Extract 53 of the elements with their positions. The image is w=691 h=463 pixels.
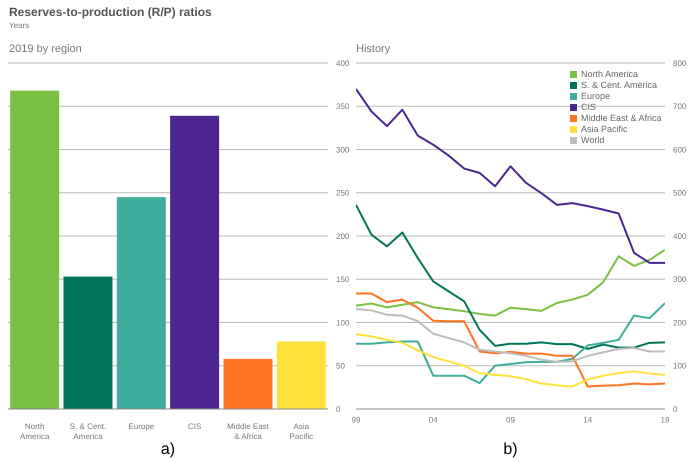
- x-tick-label: S. & Cent. America: [70, 422, 106, 441]
- y-tick-label: 400: [336, 58, 350, 68]
- line-series: [356, 248, 665, 317]
- x-tick-label: Europe: [128, 422, 155, 431]
- y-tick-label: 600: [673, 145, 687, 154]
- line-series: [356, 88, 665, 264]
- x-axis-title: b): [502, 440, 519, 460]
- x-axis-title: a): [160, 441, 176, 458]
- y-tick-label: 350: [336, 102, 350, 112]
- line-series: [356, 204, 665, 350]
- y-tick-label: 400: [673, 232, 687, 241]
- y-tick-label: 250: [336, 188, 350, 198]
- legend-label: S. & Cent. America: [581, 80, 658, 90]
- y-tick-label: 200: [673, 318, 687, 328]
- y-tick-label: 700: [673, 102, 687, 112]
- line-series: [356, 333, 665, 388]
- x-tick-label: North America: [20, 422, 50, 441]
- y-tick-label: 500: [673, 188, 687, 198]
- bar: [170, 116, 220, 409]
- legend-label: Europe: [581, 91, 610, 101]
- y-tick-label: 200: [336, 232, 350, 241]
- bar: [276, 342, 326, 409]
- legend-label: Middle East & Africa: [581, 113, 662, 123]
- text: Years: [9, 21, 30, 30]
- x-tick-label: Asia Pacific: [290, 422, 314, 441]
- bar: [116, 197, 166, 409]
- legend-label: World: [581, 135, 604, 145]
- y-tick-label: 50: [336, 362, 346, 371]
- line-series: [356, 308, 665, 363]
- x-tick-label: 04: [428, 416, 438, 425]
- y-tick-label: 800: [673, 58, 687, 68]
- bar: [10, 90, 60, 409]
- x-tick-label: 09: [506, 416, 516, 425]
- y-tick-label: 300: [673, 275, 687, 284]
- y-tick-label: 0: [673, 404, 678, 414]
- y-tick-label: 100: [673, 362, 687, 371]
- chart-title: 2019 by region: [9, 43, 82, 55]
- y-tick-label: 300: [336, 145, 350, 154]
- bar: [223, 358, 272, 409]
- legend-label: North America: [581, 69, 638, 79]
- y-tick-label: 0: [336, 404, 341, 414]
- x-tick-label: 14: [583, 416, 593, 425]
- x-tick-label: 99: [352, 416, 361, 425]
- x-tick-label: CIS: [188, 422, 202, 431]
- y-tick-label: 150: [336, 275, 350, 284]
- legend-label: CIS: [581, 102, 596, 112]
- x-tick-label: 19: [660, 416, 670, 425]
- bar: [63, 276, 112, 409]
- chart-title: History: [356, 43, 390, 55]
- legend-label: Asia Pacific: [581, 124, 628, 134]
- x-tick-label: Middle East & Africa: [227, 422, 270, 441]
- y-tick-label: 100: [336, 318, 350, 328]
- text: Reserves-to-production (R/P) ratios: [9, 5, 212, 19]
